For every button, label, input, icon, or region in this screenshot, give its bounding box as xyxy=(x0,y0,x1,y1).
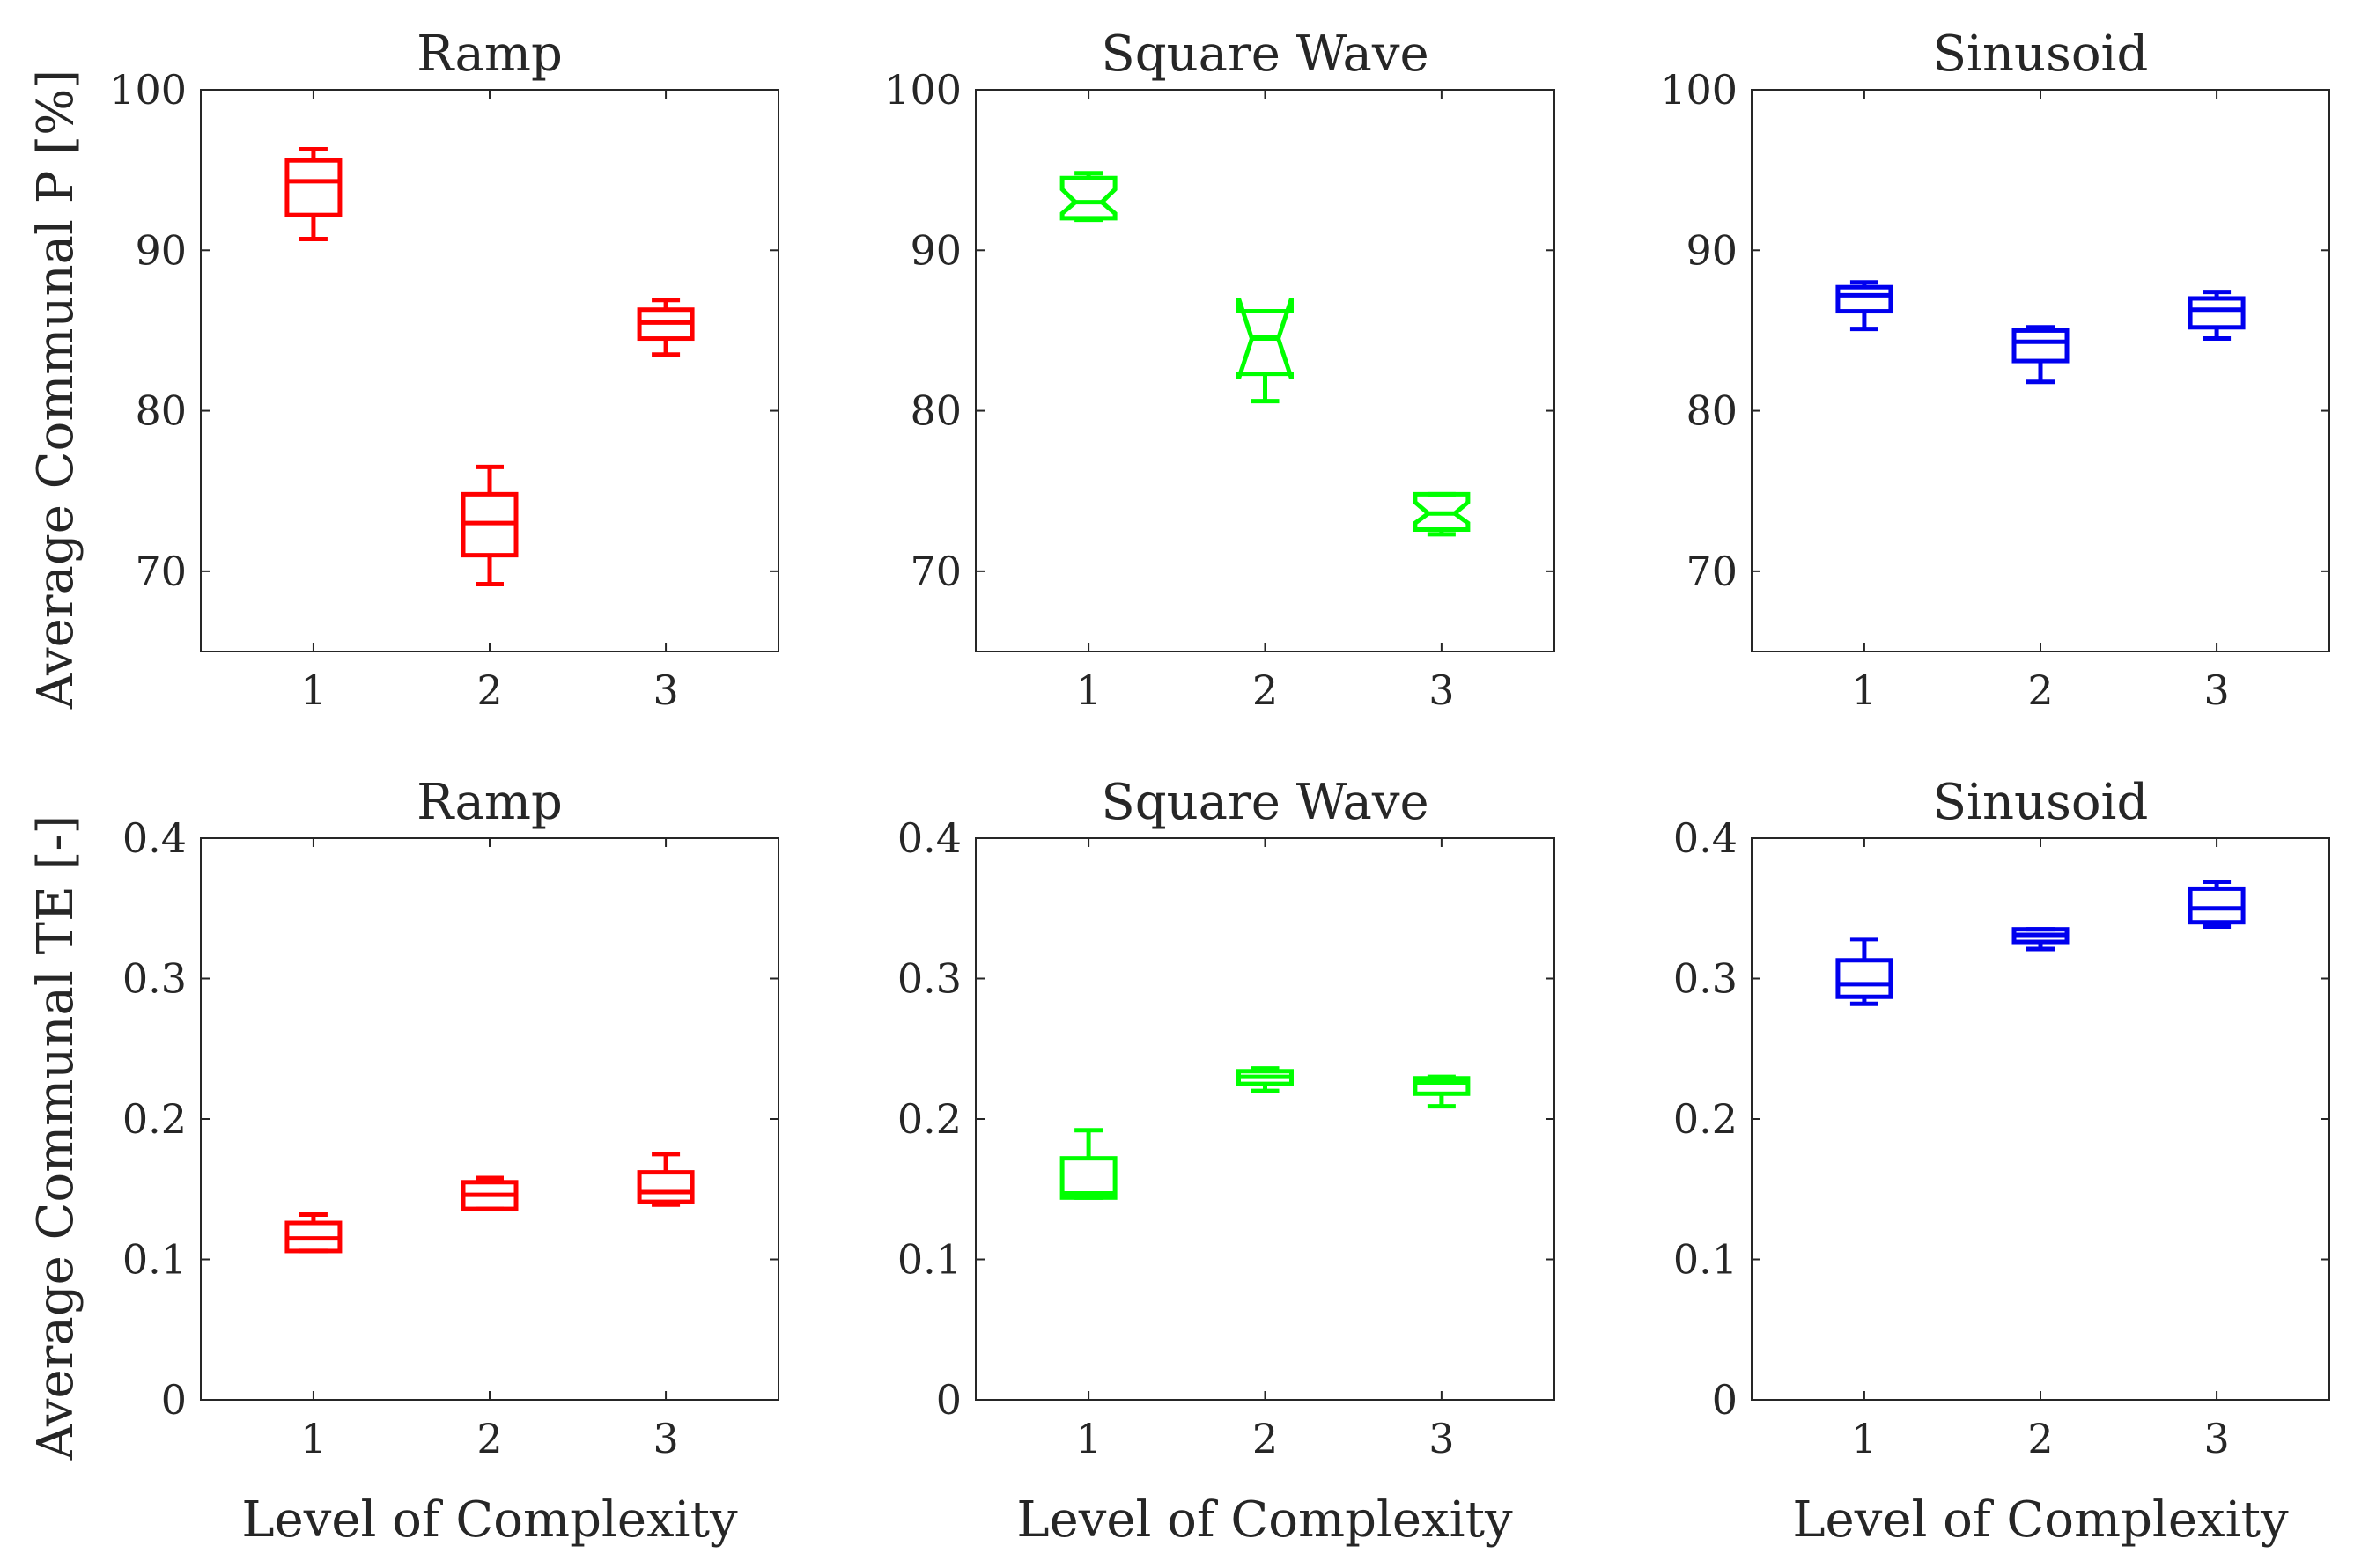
y-tick-label: 0 xyxy=(1712,1376,1738,1424)
x-axis-label-right: Level of Complexity xyxy=(1792,1491,2289,1549)
y-tick-label: 90 xyxy=(1686,226,1738,274)
y-tick-label: 90 xyxy=(135,226,187,274)
box-body xyxy=(1835,284,1893,314)
box-3 xyxy=(2188,879,2246,929)
x-tick-label: 1 xyxy=(300,666,326,714)
panel-title: Square Wave xyxy=(1101,774,1428,831)
x-tick-label: 2 xyxy=(2027,1415,2053,1462)
panel-title: Square Wave xyxy=(1101,26,1428,83)
box-2 xyxy=(461,1175,519,1211)
y-tick-label: 70 xyxy=(1686,548,1738,595)
y-tick-label: 0.3 xyxy=(1673,955,1738,1003)
box-1 xyxy=(1059,171,1118,223)
box-body xyxy=(2188,886,2246,925)
panel-4: Ramp 0 0.1 0.2 0.3 0.4 1 2 3 xyxy=(122,774,779,1462)
y-tick-label: 0.4 xyxy=(122,814,187,862)
x-tick-label: 3 xyxy=(2203,1415,2229,1462)
panel-title: Sinusoid xyxy=(1933,774,2149,831)
y-tick-label: 100 xyxy=(109,66,187,114)
box-2 xyxy=(2011,325,2070,385)
panel-title: Ramp xyxy=(417,26,563,83)
box-body xyxy=(2188,296,2246,330)
y-tick-label: 0.4 xyxy=(1673,814,1738,862)
y-tick-label: 70 xyxy=(135,548,187,595)
box-2 xyxy=(1236,298,1294,404)
box-3 xyxy=(637,298,695,357)
x-tick-label: 3 xyxy=(1428,666,1454,714)
panel-6: Sinusoid 0 0.1 0.2 0.3 0.4 1 2 3 xyxy=(1673,774,2330,1462)
x-tick-label: 1 xyxy=(300,1415,326,1462)
y-tick-label: 0.1 xyxy=(1673,1236,1738,1284)
x-tick-label: 1 xyxy=(1075,666,1101,714)
x-tick-label: 3 xyxy=(653,666,678,714)
y-tick-label: 0.4 xyxy=(897,814,962,862)
panel-2: Square Wave 70 80 90 100 1 2 3 xyxy=(884,26,1555,714)
box-1 xyxy=(284,1211,343,1254)
axes-frame xyxy=(975,89,1555,652)
box-3 xyxy=(1413,491,1471,537)
box-1 xyxy=(284,146,343,242)
y-tick-label: 0.2 xyxy=(897,1095,962,1143)
y-tick-label: 0.1 xyxy=(122,1236,187,1284)
y-tick-label: 0.2 xyxy=(1673,1095,1738,1143)
x-tick-label: 1 xyxy=(1075,1415,1101,1462)
y-tick-label: 100 xyxy=(884,66,962,114)
panel-title: Ramp xyxy=(417,774,563,831)
y-tick-label: 0 xyxy=(936,1376,962,1424)
y-tick-label: 80 xyxy=(135,387,187,435)
panel-3: Sinusoid 70 80 90 100 1 2 3 xyxy=(1660,26,2330,714)
x-tick-label: 2 xyxy=(2027,666,2053,714)
box-2 xyxy=(2011,927,2070,952)
y-axis-label-top: Average Communal P [%] xyxy=(27,70,85,710)
box-body xyxy=(637,1170,695,1204)
x-tick-label: 3 xyxy=(1428,1415,1454,1462)
box-2 xyxy=(461,464,519,586)
y-tick-label: 70 xyxy=(910,548,962,595)
x-tick-label: 3 xyxy=(2203,666,2229,714)
box-3 xyxy=(2188,290,2246,342)
x-tick-label: 3 xyxy=(653,1415,678,1462)
box-3 xyxy=(637,1152,695,1207)
axes-frame xyxy=(200,837,779,1401)
box-1 xyxy=(1835,280,1893,332)
box-1 xyxy=(1835,937,1893,1006)
box-body xyxy=(1059,175,1118,221)
x-tick-label: 2 xyxy=(1252,666,1278,714)
box-2 xyxy=(1236,1066,1294,1093)
panel-5: Square Wave 0 0.1 0.2 0.3 0.4 1 2 3 xyxy=(897,774,1555,1462)
x-tick-label: 2 xyxy=(476,666,502,714)
box-body xyxy=(1835,958,1893,999)
y-tick-label: 80 xyxy=(1686,387,1738,435)
y-tick-label: 0.1 xyxy=(897,1236,962,1284)
box-body xyxy=(2011,328,2070,364)
panel-title: Sinusoid xyxy=(1933,26,2149,83)
box-3 xyxy=(1413,1074,1471,1109)
x-axis-label-left: Level of Complexity xyxy=(241,1491,738,1549)
x-tick-label: 2 xyxy=(476,1415,502,1462)
x-axis-label-middle: Level of Complexity xyxy=(1016,1491,1513,1549)
box-body xyxy=(1413,491,1471,532)
y-tick-label: 0.3 xyxy=(122,955,187,1003)
y-tick-label: 80 xyxy=(910,387,962,435)
box-body xyxy=(1236,298,1294,379)
x-tick-label: 2 xyxy=(1252,1415,1278,1462)
y-tick-label: 100 xyxy=(1660,66,1738,114)
box-1 xyxy=(1059,1128,1118,1200)
x-tick-label: 1 xyxy=(1851,1415,1877,1462)
box-body xyxy=(284,158,343,217)
panel-1: Ramp 70 80 90 100 1 2 3 xyxy=(109,26,779,714)
x-tick-label: 1 xyxy=(1851,666,1877,714)
y-axis-label-bottom: Average Communal TE [-] xyxy=(27,815,85,1461)
y-tick-label: 0 xyxy=(161,1376,187,1424)
y-tick-label: 0.3 xyxy=(897,955,962,1003)
y-tick-label: 0.2 xyxy=(122,1095,187,1143)
y-tick-label: 90 xyxy=(910,226,962,274)
axes-frame xyxy=(975,837,1555,1401)
